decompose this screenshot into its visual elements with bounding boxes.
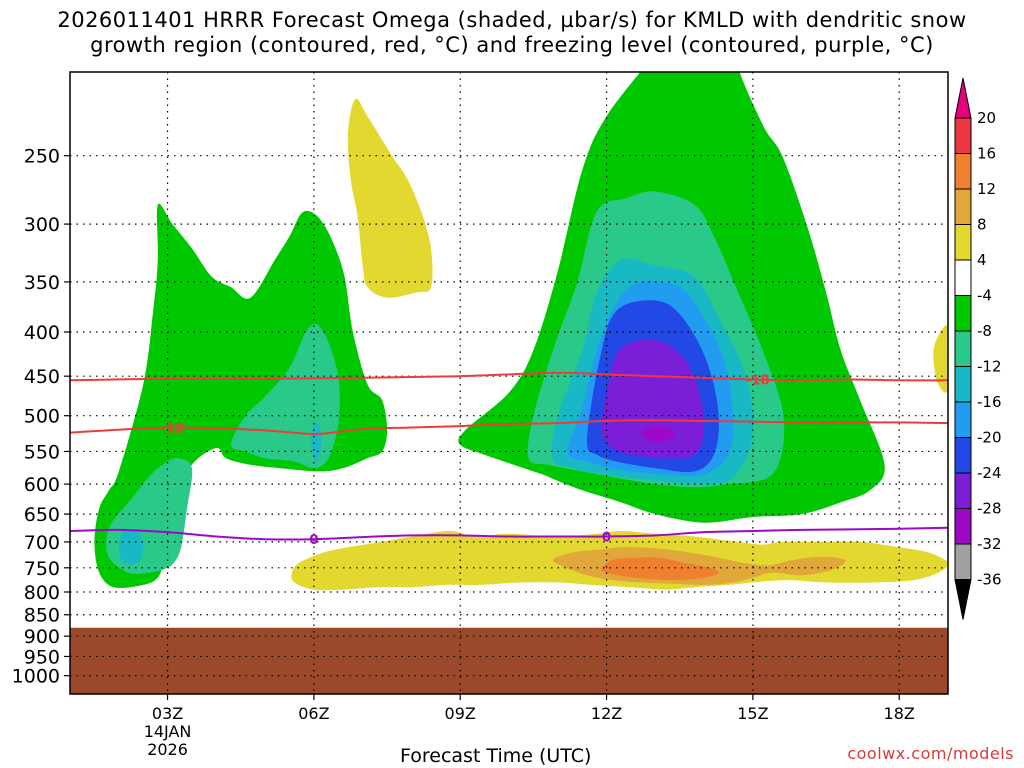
colorbar-swatch-10 <box>954 472 972 509</box>
colorbar-label-3: 8 <box>977 216 987 234</box>
colorbar-swatch-7 <box>954 366 972 403</box>
colorbar-label-2: 12 <box>977 180 996 198</box>
colorbar-swatch-4 <box>954 259 972 296</box>
y-tick-label-400: 400 <box>24 322 60 344</box>
plot-frame <box>69 71 949 695</box>
omega-area-yellow-right-edge <box>933 325 948 393</box>
colorbar-swatch-11 <box>954 508 972 545</box>
y-tick-label-800: 800 <box>24 582 60 604</box>
x-tick-label-06Z: 06Z <box>298 704 329 723</box>
freezing-level-line <box>70 526 948 541</box>
colorbar-label-9: -20 <box>977 429 1002 447</box>
colorbar-label-13: -36 <box>977 571 1002 589</box>
colorbar-bottom-arrow <box>954 579 972 620</box>
colorbar-swatch-9 <box>954 437 972 474</box>
chart-title-line2: growth region (contoured, red, °C) and f… <box>90 33 934 57</box>
colorbar-swatch-5 <box>954 295 972 332</box>
contour-lines: -18 -12 0 0 <box>70 371 948 548</box>
x-tick-label-15Z: 15Z <box>737 704 768 723</box>
underground-fill <box>70 627 948 694</box>
colorbar-label-5: -4 <box>977 287 992 305</box>
dendritic-contour-m18-line <box>70 371 948 382</box>
colorbar-swatch-0 <box>954 117 972 154</box>
x-tick-label-09Z: 09Z <box>445 704 476 723</box>
omega-area-darkorange-low <box>601 557 719 581</box>
colorbar-label-6: -8 <box>977 322 992 340</box>
y-tick-label-950: 950 <box>24 646 60 668</box>
colorbar-swatch-2 <box>954 188 972 225</box>
y-tick-label-1000: 1000 <box>12 666 60 688</box>
colorbar-swatch-3 <box>954 224 972 261</box>
y-tick-label-850: 850 <box>24 605 60 627</box>
x-tick-year: 2026 <box>147 740 188 759</box>
omega-area-purple-main <box>601 339 705 459</box>
chart-title-line1: 2026011401 HRRR Forecast Omega (shaded, … <box>57 8 967 32</box>
y-tick-label-300: 300 <box>24 214 60 236</box>
colorbar-swatch-1 <box>954 153 972 190</box>
x-axis-label: Forecast Time (UTC) <box>400 745 592 767</box>
y-tick-label-600: 600 <box>24 474 60 496</box>
colorbar-label-7: -12 <box>977 358 1002 376</box>
y-tick-label-650: 650 <box>24 504 60 526</box>
colorbar-label-10: -24 <box>977 464 1002 482</box>
x-tick-label-03Z: 03Z <box>152 704 183 723</box>
x-tick-date: 14JAN <box>144 722 192 741</box>
colorbar-label-8: -16 <box>977 393 1002 411</box>
y-tick-label-250: 250 <box>24 146 60 168</box>
freezing-level-label-0: 0 <box>309 533 318 548</box>
colorbar-top-arrow <box>954 77 972 119</box>
x-tick-label-12Z: 12Z <box>591 704 622 723</box>
omega-area-cyan-left-mid <box>310 422 322 462</box>
underground-area <box>70 627 948 694</box>
shaded-omega-areas <box>94 72 948 591</box>
colorbar-label-12: -32 <box>977 535 1002 553</box>
colorbar-label-11: -28 <box>977 500 1002 518</box>
colorbar-label-4: 4 <box>977 251 987 269</box>
omega-area-cyan-left-low <box>118 528 144 565</box>
y-tick-label-500: 500 <box>24 406 60 428</box>
y-tick-label-900: 900 <box>24 626 60 648</box>
y-tick-label-700: 700 <box>24 532 60 554</box>
colorbar-label-0: 20 <box>977 109 996 127</box>
x-tick-label-18Z: 18Z <box>884 704 915 723</box>
colorbar: 20 16 12 8 4 -4 -8 -12 -16 -20 -24 -28 -32 -36 <box>954 77 1002 620</box>
colorbar-swatch-8 <box>954 401 972 438</box>
dendritic-contour-m12-label-0: -12 <box>161 422 185 437</box>
freezing-level-label-1: 0 <box>602 531 611 546</box>
colorbar-swatch-12 <box>954 543 972 580</box>
y-tick-label-550: 550 <box>24 441 60 463</box>
credit-text: coolwx.com/models <box>847 744 1014 763</box>
y-tick-label-750: 750 <box>24 558 60 580</box>
colorbar-label-1: 16 <box>977 145 996 163</box>
omega-area-magenta-core <box>640 425 675 442</box>
colorbar-swatch-6 <box>954 330 972 367</box>
dendritic-contour-m12-line <box>70 419 948 436</box>
dendritic-contour-m18-label-0: -18 <box>746 374 770 389</box>
y-tick-label-450: 450 <box>24 366 60 388</box>
y-tick-label-350: 350 <box>24 272 60 294</box>
axes: 2503003504004505005506006507007508008509… <box>12 71 949 759</box>
omega-area-yellow-top <box>347 98 433 298</box>
